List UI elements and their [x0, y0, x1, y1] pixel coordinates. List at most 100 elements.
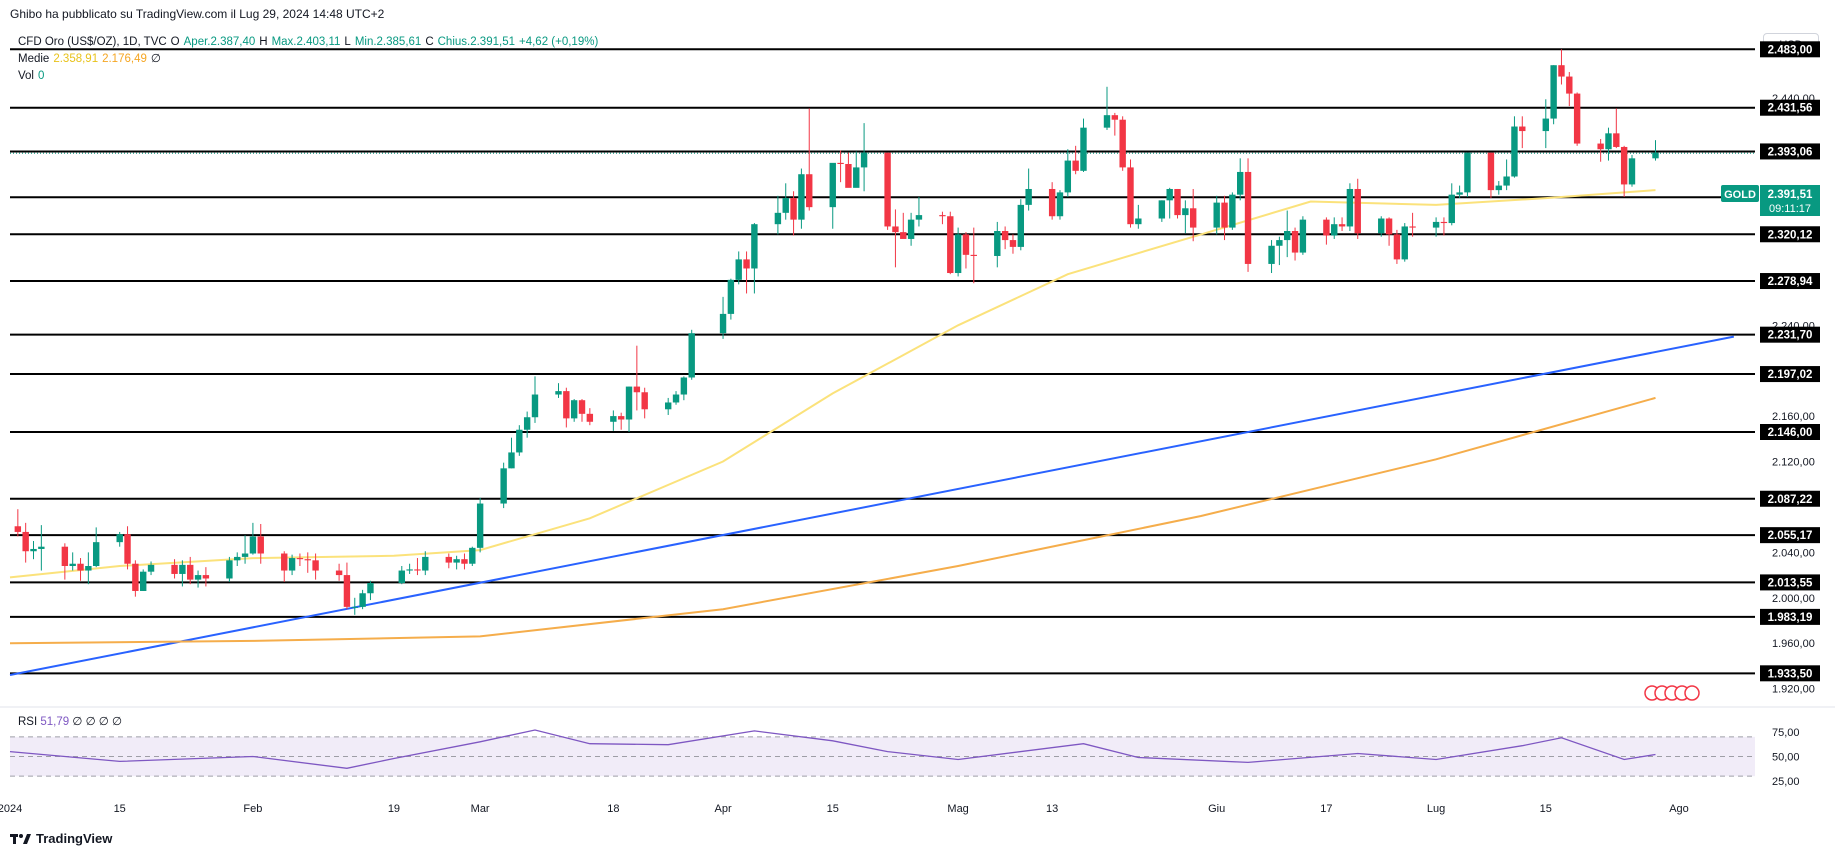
candle-body — [860, 152, 868, 168]
level-tag: 2.231,70 — [1768, 330, 1813, 342]
candle-body — [187, 564, 194, 580]
candle-body — [1291, 231, 1299, 253]
symbol-label[interactable]: CFD Oro (US$/OZ), 1D, TVC — [18, 36, 167, 48]
rsi-value: 51,79 — [40, 716, 70, 728]
ohlc-row: CFD Oro (US$/OZ), 1D, TVC O Aper.2.387,4… — [18, 34, 598, 51]
tradingview-logo[interactable]: TradingView — [10, 831, 112, 846]
candle-body — [1331, 224, 1338, 236]
event-flag-icon[interactable] — [1684, 685, 1700, 701]
candle-body — [30, 548, 37, 552]
candle-body — [22, 531, 29, 552]
price-tick-label: 2.120,00 — [1772, 457, 1815, 469]
candle-body — [422, 556, 429, 571]
candle-body — [1511, 126, 1518, 177]
candle-body — [1080, 127, 1087, 171]
vol-value: 0 — [38, 70, 45, 82]
candle-body — [343, 575, 351, 607]
level-tag-bg — [1760, 326, 1820, 343]
time-tick-label: Mar — [471, 803, 490, 815]
rsi-pane: 25,00 50,00 75,00 — [0, 706, 1835, 788]
ma200-value: 2.176,49 — [102, 53, 147, 65]
level-tag: 2.055,17 — [1768, 530, 1813, 542]
rsi-legend: RSI 51,79 ∅ ∅ ∅ ∅ — [18, 714, 122, 728]
level-tag-bg — [1760, 608, 1820, 625]
price-tick-label: 1.960,00 — [1772, 638, 1815, 650]
candle-body — [1487, 152, 1495, 191]
time-tick-label: Giu — [1208, 803, 1225, 815]
candle-body — [1056, 192, 1064, 217]
time-tick-label: 2024 — [0, 803, 22, 815]
candle-body — [77, 563, 84, 571]
candle-body — [1025, 188, 1032, 205]
candle-body — [688, 333, 695, 378]
candle-body — [1111, 115, 1119, 120]
price-tick-label: 2.160,00 — [1772, 411, 1815, 423]
candle-body — [453, 559, 460, 563]
candle-body — [171, 564, 178, 574]
level-lines — [10, 48, 1755, 675]
level-tag-bg — [1760, 574, 1820, 591]
candle-body — [1119, 119, 1126, 168]
candle-body — [1299, 219, 1307, 253]
level-tag-bg — [1760, 226, 1820, 243]
candle-body — [147, 564, 155, 572]
candle-body — [69, 563, 76, 566]
candle-body — [92, 542, 100, 566]
level-tag: 2.146,00 — [1768, 427, 1813, 439]
candle-body — [226, 560, 233, 579]
candle-body — [1244, 171, 1252, 264]
candle-body — [1001, 231, 1009, 241]
candle-body — [664, 402, 672, 410]
time-tick-label: 17 — [1320, 803, 1332, 815]
candle-body — [202, 575, 210, 579]
last-price-bg — [1760, 185, 1820, 216]
time-tick-label: 18 — [607, 803, 619, 815]
candle-body — [1268, 245, 1275, 264]
candle-body — [1605, 133, 1612, 150]
candle-body — [1276, 240, 1283, 246]
candle-body — [304, 559, 311, 561]
candle-body — [1393, 234, 1401, 260]
high-label: H — [259, 36, 268, 48]
candle-body — [257, 536, 264, 554]
candle-body — [727, 279, 735, 314]
ma50-value: 2.358,91 — [53, 53, 99, 65]
candle-body — [900, 232, 907, 239]
ma50-line — [9, 189, 1656, 579]
level-tags: 2.483,002.431,562.393,062.352,692.320,12… — [1760, 41, 1820, 682]
candle-body — [1550, 65, 1557, 119]
candle-body — [469, 547, 476, 564]
candle-body — [806, 174, 813, 208]
candle-body — [1237, 171, 1244, 195]
candle-body — [1064, 160, 1072, 193]
candle-body — [884, 152, 891, 227]
ma-label[interactable]: Medie — [18, 53, 50, 65]
candle-body — [1456, 192, 1463, 195]
candle-body — [837, 162, 844, 164]
time-tick-label: 15 — [114, 803, 126, 815]
candle-body — [14, 526, 22, 532]
candle-body — [1432, 221, 1440, 228]
candle-body — [116, 534, 123, 543]
candle-body — [1213, 202, 1220, 228]
candle-body — [1573, 93, 1581, 144]
vol-label[interactable]: Vol — [18, 70, 34, 82]
candle-body — [633, 386, 641, 393]
candle-body — [570, 400, 578, 419]
candle-body — [194, 575, 202, 580]
candle-body — [1440, 221, 1448, 224]
time-axis: 2024 15 Feb 19 Mar 18 Apr 15 Mag 13 Giu 17 Lug 15 Ago — [0, 803, 1689, 815]
candle-body — [476, 503, 484, 548]
candle-body — [555, 391, 562, 395]
event-markers — [1644, 685, 1700, 701]
candle-body — [500, 468, 507, 504]
candle-body — [617, 416, 625, 420]
candle-body — [1503, 176, 1510, 186]
time-tick-label: 13 — [1046, 803, 1058, 815]
level-tag-bg — [1760, 490, 1820, 507]
tradingview-logo-text: TradingView — [36, 831, 113, 846]
rsi-label[interactable]: RSI — [18, 716, 38, 728]
candle-body — [288, 558, 296, 571]
candle-body — [1009, 240, 1017, 247]
